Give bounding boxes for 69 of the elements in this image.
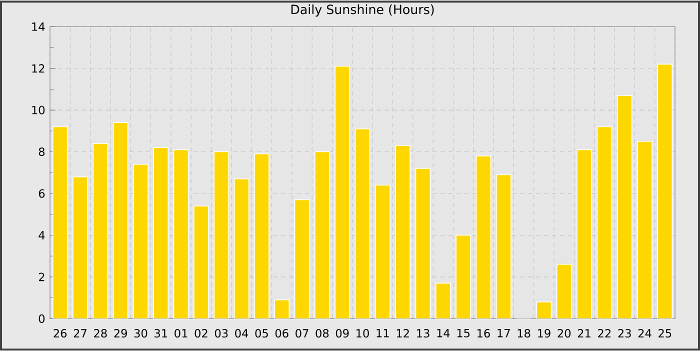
bar: [194, 206, 209, 319]
y-tick-label: 4: [38, 231, 45, 240]
x-tick-label: 16: [478, 329, 490, 338]
bar: [596, 126, 612, 319]
x-tick-label: 30: [134, 329, 148, 338]
bar: [375, 184, 390, 319]
bar: [576, 149, 592, 319]
bar: [133, 164, 148, 319]
bar: [92, 143, 108, 319]
x-tick-label: 13: [417, 329, 430, 338]
x-tick-label: 27: [74, 329, 86, 338]
x-tick-label: 18: [518, 329, 530, 338]
bar: [173, 149, 189, 319]
x-tick-label: 19: [538, 329, 550, 338]
bar: [153, 147, 169, 319]
bar: [657, 64, 673, 319]
x-tick-label: 23: [618, 329, 631, 338]
y-tick-label: 6: [38, 189, 45, 198]
bar: [496, 174, 512, 319]
bar: [52, 126, 68, 319]
x-tick-label: 09: [336, 329, 349, 338]
y-tick-label: 8: [38, 148, 45, 156]
x-tick-label: 25: [658, 329, 672, 338]
bar: [556, 264, 572, 319]
x-tick-label: 12: [396, 329, 409, 338]
x-tick-label: 07: [296, 329, 308, 338]
x-tick-label: 26: [54, 329, 67, 338]
x-tick-label: 31: [154, 329, 168, 338]
x-tick-label: 22: [598, 329, 611, 338]
x-tick-label: 04: [235, 329, 248, 338]
x-tick-label: 11: [376, 329, 389, 338]
y-tick-label: 10: [32, 106, 45, 115]
x-tick-label: 28: [94, 329, 107, 338]
y-tick-label: 2: [38, 272, 44, 282]
x-tick-label: 15: [457, 329, 470, 338]
bar: [435, 282, 451, 319]
chart-title: Daily Sunshine (Hours): [291, 4, 434, 17]
x-tick-label: 17: [498, 329, 510, 338]
bar: [234, 178, 250, 319]
x-tick-label: 02: [194, 329, 208, 338]
bar: [112, 122, 128, 319]
bar: [72, 176, 88, 319]
y-tick-label: 0: [38, 314, 45, 324]
y-tick-label: 14: [32, 22, 45, 31]
bar: [254, 154, 270, 319]
bar: [214, 152, 230, 319]
bar: [456, 234, 471, 319]
bar: [637, 141, 652, 319]
bar: [616, 95, 632, 319]
x-tick-label: 14: [437, 329, 450, 338]
x-tick-label: 24: [638, 329, 652, 338]
x-tick-label: 03: [214, 329, 228, 338]
x-tick-label: 29: [114, 329, 127, 338]
x-tick-label: 08: [316, 329, 329, 338]
bar: [354, 128, 370, 319]
bar: [314, 152, 330, 319]
y-tick-label: 12: [32, 64, 44, 73]
bar: [415, 168, 431, 319]
x-tick-label: 06: [275, 329, 288, 338]
bar: [476, 156, 492, 319]
bar: [334, 66, 350, 319]
x-tick-label: 20: [558, 329, 571, 338]
x-tick-label: 05: [255, 329, 268, 338]
x-tick-label: 21: [578, 329, 590, 338]
bar: [536, 302, 552, 319]
x-tick-label: 01: [174, 329, 188, 338]
bar: [395, 145, 410, 319]
bar: [294, 200, 310, 319]
x-tick-label: 10: [356, 329, 369, 338]
